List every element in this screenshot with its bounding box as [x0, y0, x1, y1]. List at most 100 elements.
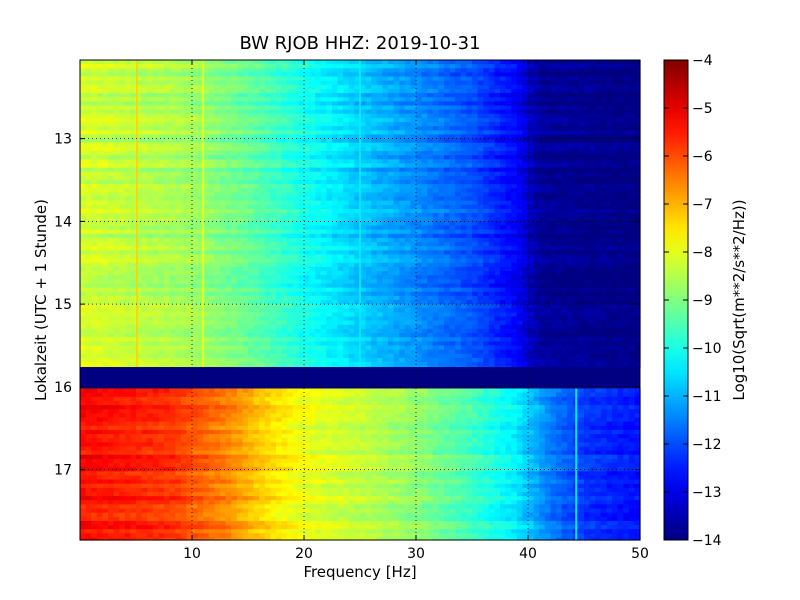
heatmap-cell	[220, 237, 227, 243]
heatmap-cell	[298, 113, 305, 119]
heatmap-cell	[612, 163, 619, 169]
heatmap-cell	[85, 213, 92, 218]
heatmap-cell	[617, 188, 624, 194]
heatmap-cell	[511, 217, 518, 222]
heatmap-cell	[175, 60, 182, 65]
heatmap-cell	[315, 192, 322, 198]
heatmap-cell	[578, 242, 585, 247]
heatmap-cell	[85, 134, 92, 140]
heatmap-cell	[186, 229, 193, 235]
heatmap-cell	[141, 60, 148, 65]
heatmap-cell	[617, 167, 624, 173]
heatmap-cell	[276, 180, 283, 185]
heatmap-cell	[427, 163, 434, 169]
heatmap-cell	[304, 68, 311, 74]
heatmap-cell	[304, 76, 311, 82]
heatmap-cell	[192, 229, 199, 235]
heatmap-cell	[416, 258, 423, 264]
heatmap-cell	[136, 208, 143, 214]
heatmap-cell	[203, 142, 210, 148]
heatmap-cell	[326, 155, 333, 160]
heatmap-cell	[483, 155, 490, 160]
heatmap-cell	[270, 254, 277, 260]
heatmap-cell	[365, 130, 372, 136]
heatmap-cell	[365, 225, 372, 231]
heatmap-cell	[236, 242, 243, 247]
heatmap-cell	[449, 142, 456, 148]
heatmap-cell	[186, 184, 193, 189]
heatmap-cell	[488, 84, 495, 90]
heatmap-cell	[180, 200, 187, 206]
heatmap-cell	[337, 246, 344, 251]
heatmap-cell	[320, 262, 327, 268]
heatmap-cell	[175, 101, 182, 107]
heatmap-cell	[382, 142, 389, 148]
heatmap-cell	[528, 60, 535, 65]
heatmap-cell	[578, 246, 585, 251]
heatmap-cell	[315, 262, 322, 268]
heatmap-cell	[315, 64, 322, 69]
heatmap-cell	[236, 64, 243, 69]
heatmap-cell	[91, 200, 98, 206]
heatmap-cell	[158, 126, 165, 131]
heatmap-cell	[505, 250, 512, 256]
heatmap-cell	[102, 151, 109, 156]
heatmap-cell	[556, 72, 563, 78]
heatmap-cell	[488, 221, 495, 227]
heatmap-cell	[298, 109, 305, 115]
heatmap-cell	[500, 204, 507, 210]
heatmap-cell	[460, 97, 467, 102]
heatmap-cell	[91, 159, 98, 165]
heatmap-cell	[528, 151, 535, 156]
heatmap-cell	[505, 151, 512, 156]
heatmap-cell	[589, 208, 596, 214]
heatmap-cell	[466, 171, 473, 177]
heatmap-cell	[584, 184, 591, 189]
heatmap-cell	[477, 88, 484, 94]
heatmap-cell	[259, 68, 266, 74]
heatmap-cell	[477, 142, 484, 148]
heatmap-cell	[561, 233, 568, 239]
heatmap-cell	[102, 105, 109, 111]
heatmap-cell	[500, 134, 507, 140]
heatmap-cell	[276, 105, 283, 111]
heatmap-cell	[253, 105, 260, 111]
heatmap-cell	[606, 254, 613, 260]
heatmap-cell	[292, 76, 299, 82]
heatmap-cell	[388, 60, 395, 65]
heatmap-cell	[421, 196, 428, 202]
heatmap-cell	[102, 204, 109, 210]
heatmap-cell	[96, 105, 103, 111]
heatmap-cell	[186, 105, 193, 111]
heatmap-cell	[220, 155, 227, 160]
heatmap-cell	[533, 200, 540, 206]
heatmap-cell	[220, 97, 227, 102]
heatmap-cell	[186, 126, 193, 131]
heatmap-cell	[102, 180, 109, 185]
heatmap-cell	[595, 213, 602, 218]
heatmap-cell	[259, 105, 266, 111]
heatmap-cell	[572, 113, 579, 119]
heatmap-cell	[80, 109, 87, 115]
heatmap-cell	[376, 246, 383, 251]
heatmap-cell	[544, 163, 551, 169]
heatmap-cell	[197, 97, 204, 102]
heatmap-cell	[259, 84, 266, 90]
heatmap-cell	[248, 97, 255, 102]
heatmap-cell	[231, 113, 238, 119]
heatmap-cell	[320, 88, 327, 94]
heatmap-cell	[416, 188, 423, 194]
heatmap-cell	[477, 113, 484, 119]
heatmap-cell	[561, 88, 568, 94]
heatmap-cell	[388, 175, 395, 181]
heatmap-cell	[556, 233, 563, 239]
heatmap-cell	[606, 213, 613, 218]
heatmap-cell	[208, 163, 215, 169]
heatmap-cell	[505, 192, 512, 198]
heatmap-cell	[208, 175, 215, 181]
heatmap-cell	[494, 76, 501, 82]
heatmap-cell	[421, 258, 428, 264]
heatmap-cell	[360, 84, 367, 90]
heatmap-cell	[80, 126, 87, 131]
heatmap-cell	[80, 167, 87, 173]
